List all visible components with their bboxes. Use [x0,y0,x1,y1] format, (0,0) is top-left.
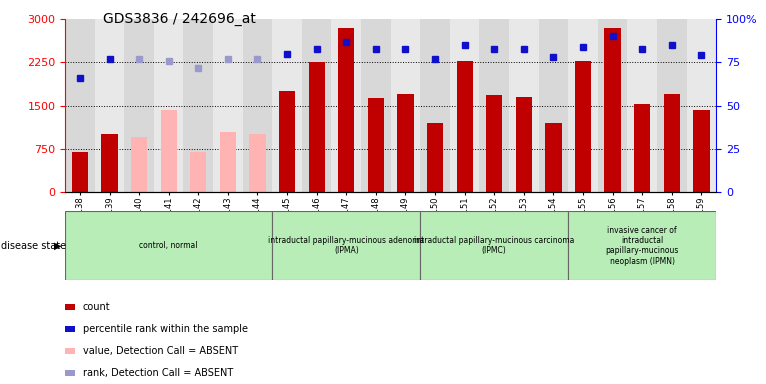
Bar [332,19,361,192]
Text: GDS3836 / 242696_at: GDS3836 / 242696_at [103,12,257,25]
Bar [368,98,384,192]
Bar [604,28,620,192]
Bar [391,19,421,192]
Bar [65,370,75,376]
Text: disease state: disease state [1,241,66,251]
Bar [213,19,243,192]
Bar [95,19,124,192]
Bar [457,61,473,192]
Bar [627,19,657,192]
Bar [250,134,266,192]
Bar [65,211,272,280]
Bar [663,94,680,192]
Bar [545,123,561,192]
Bar [421,211,568,280]
Bar [516,97,532,192]
Bar [65,326,75,333]
Bar [427,123,444,192]
Bar [361,19,391,192]
Bar [190,152,206,192]
Text: ▶: ▶ [54,241,61,251]
Bar [421,19,450,192]
Bar [634,104,650,192]
Bar [486,95,502,192]
Bar [686,19,716,192]
Bar [338,28,355,192]
Text: invasive cancer of
intraductal
papillary-mucinous
neoplasm (IPMN): invasive cancer of intraductal papillary… [606,226,679,266]
Bar [65,348,75,354]
Bar [154,19,184,192]
Bar [398,94,414,192]
Bar [272,211,421,280]
Bar [302,19,332,192]
Text: intraductal papillary-mucinous carcinoma
(IPMC): intraductal papillary-mucinous carcinoma… [414,236,574,255]
Text: intraductal papillary-mucinous adenoma
(IPMA): intraductal papillary-mucinous adenoma (… [268,236,424,255]
Bar [309,63,325,192]
Text: control, normal: control, normal [139,241,198,250]
Bar [279,91,295,192]
Bar [597,19,627,192]
Bar [220,131,236,192]
Bar [124,19,154,192]
Bar [65,305,75,310]
Bar [480,19,509,192]
Text: percentile rank within the sample: percentile rank within the sample [83,324,247,334]
Bar [568,211,716,280]
Bar [575,61,591,192]
Text: rank, Detection Call = ABSENT: rank, Detection Call = ABSENT [83,368,233,378]
Bar [131,137,147,192]
Bar [72,152,88,192]
Bar [65,19,95,192]
Text: value, Detection Call = ABSENT: value, Detection Call = ABSENT [83,346,237,356]
Text: count: count [83,302,110,313]
Bar [657,19,686,192]
Bar [693,110,709,192]
Bar [243,19,272,192]
Bar [509,19,538,192]
Bar [184,19,213,192]
Bar [538,19,568,192]
Bar [568,19,597,192]
Bar [161,110,177,192]
Bar [272,19,302,192]
Bar [101,134,118,192]
Bar [450,19,480,192]
